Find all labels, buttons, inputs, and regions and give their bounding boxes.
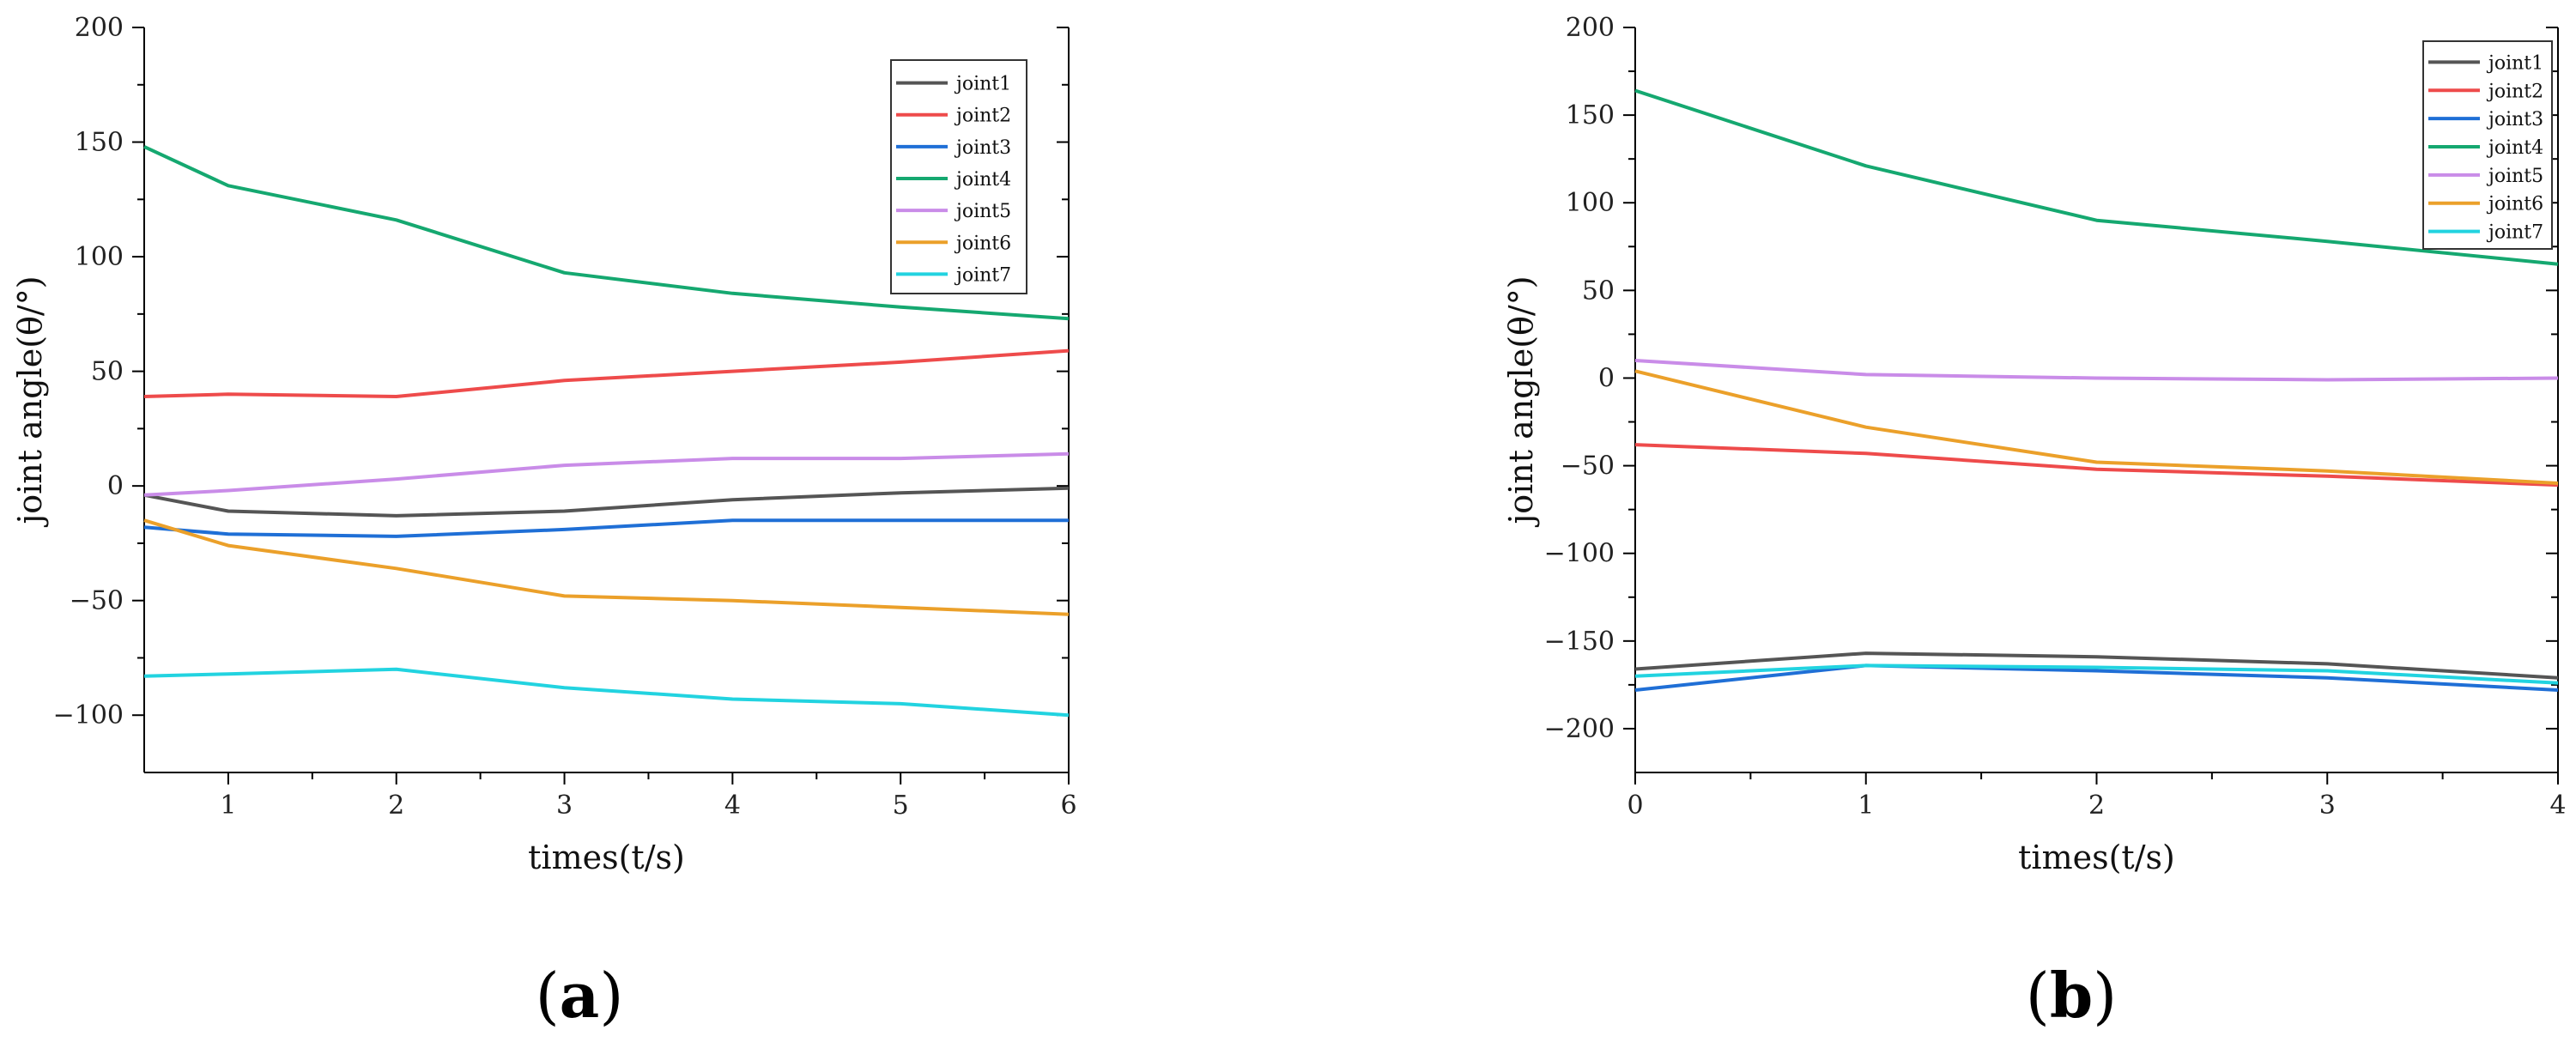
legend-label-joint7: joint7 [2486, 222, 2543, 244]
legend-label-joint3: joint3 [2486, 109, 2543, 130]
series-line-joint5 [143, 451, 1070, 497]
legend-label-joint6: joint6 [954, 233, 1011, 254]
panel-label-part: ( [536, 960, 560, 1032]
legend-label-joint1: joint1 [2486, 52, 2543, 74]
panel-label-part: a [560, 959, 600, 1032]
panel-label-part: ) [599, 960, 623, 1032]
y-tick-label: −100 [1544, 539, 1615, 569]
legend: joint1 joint2 joint3 joint4 joint5 joint6 join… [890, 59, 1027, 294]
x-tick-label: 1 [220, 791, 236, 821]
x-tick-label: 2 [2088, 791, 2105, 821]
legend-label-joint6: joint6 [2486, 194, 2543, 215]
x-tick-label: 0 [1627, 791, 1643, 821]
series-line-joint2 [1634, 443, 2559, 488]
y-tick-label: 150 [75, 128, 124, 158]
series-line-joint7 [143, 667, 1070, 718]
x-axis-title: times(t/s) [528, 839, 685, 876]
series-line-joint1 [143, 486, 1070, 518]
series-line-joint7 [1634, 663, 2559, 685]
series-line-joint4 [1634, 88, 2559, 266]
series-line-joint4 [143, 145, 1070, 321]
panel-label: (a) [536, 959, 624, 1032]
legend-label-joint3: joint3 [954, 137, 1011, 159]
x-tick-label: 3 [556, 791, 573, 821]
series-line-joint1 [1634, 651, 2559, 680]
series-line-joint5 [1634, 359, 2559, 382]
panel-label-part: ) [2093, 960, 2117, 1032]
panel-label-part: ( [2026, 960, 2050, 1032]
legend-label-joint7: joint7 [954, 264, 1011, 286]
y-tick-label: 100 [1566, 188, 1615, 218]
y-tick-label: 150 [1566, 100, 1615, 130]
x-tick-label: 3 [2319, 791, 2336, 821]
series-line-joint2 [143, 348, 1070, 398]
y-tick-label: 0 [1598, 363, 1615, 393]
legend-label-joint2: joint2 [2486, 81, 2543, 102]
y-tick-label: 0 [107, 471, 124, 501]
x-tick-label: 4 [2549, 791, 2566, 821]
x-tick-label: 6 [1060, 791, 1076, 821]
y-tick-label: 100 [75, 242, 124, 272]
y-tick-label: 200 [75, 13, 124, 43]
legend-label-joint5: joint5 [954, 201, 1011, 222]
legend-label-joint1: joint1 [954, 74, 1011, 95]
y-tick-label: −150 [1544, 627, 1615, 657]
series-line-joint6 [143, 518, 1070, 616]
y-axis-title: joint angle(θ/°) [11, 276, 49, 527]
x-axis-title: times(t/s) [2018, 839, 2175, 876]
legend-label-joint2: joint2 [954, 106, 1011, 127]
x-tick-label: 5 [893, 791, 909, 821]
series-line-joint3 [1634, 663, 2559, 692]
legend: joint1 joint2 joint3 joint4 joint5 joint6 join… [2422, 40, 2553, 250]
x-tick-label: 4 [724, 791, 741, 821]
y-tick-label: −200 [1544, 714, 1615, 744]
y-tick-label: 50 [1582, 276, 1615, 306]
chart-panel-b: −200 −150 −100 −50 0 50 100 150 200 0 1 2 3 4 times(t/… [1502, 13, 2567, 1032]
panel-label-part: b [2050, 959, 2093, 1032]
y-tick-label: 200 [1566, 13, 1615, 43]
y-axis-title: joint angle(θ/°) [1502, 276, 1540, 527]
series-line-joint6 [1634, 369, 2559, 485]
y-tick-label: 50 [91, 357, 124, 387]
y-tick-label: −50 [1561, 451, 1615, 482]
legend-label-joint4: joint4 [2486, 137, 2543, 159]
legend-label-joint4: joint4 [954, 169, 1011, 191]
chart-panel-a: −100 −50 0 50 100 150 200 1 2 3 4 5 6 times(t/s) joint… [11, 13, 1077, 1032]
series-line-joint3 [143, 518, 1069, 538]
y-tick-label: −100 [53, 700, 124, 730]
x-tick-label: 2 [388, 791, 404, 821]
legend-label-joint5: joint5 [2486, 166, 2543, 187]
x-tick-label: 1 [1858, 791, 1874, 821]
y-tick-label: −50 [70, 586, 124, 616]
panel-label: (b) [2026, 959, 2118, 1032]
